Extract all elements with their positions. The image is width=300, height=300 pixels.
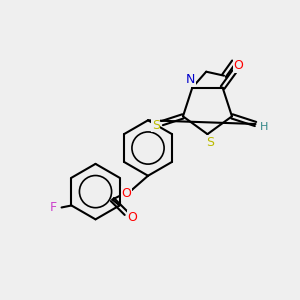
Text: H: H <box>260 122 268 132</box>
Text: S: S <box>152 119 160 132</box>
Text: O: O <box>233 59 243 72</box>
Text: S: S <box>206 136 214 148</box>
Text: O: O <box>121 187 131 200</box>
Text: F: F <box>50 201 57 214</box>
Text: O: O <box>127 211 137 224</box>
Text: N: N <box>186 73 195 86</box>
